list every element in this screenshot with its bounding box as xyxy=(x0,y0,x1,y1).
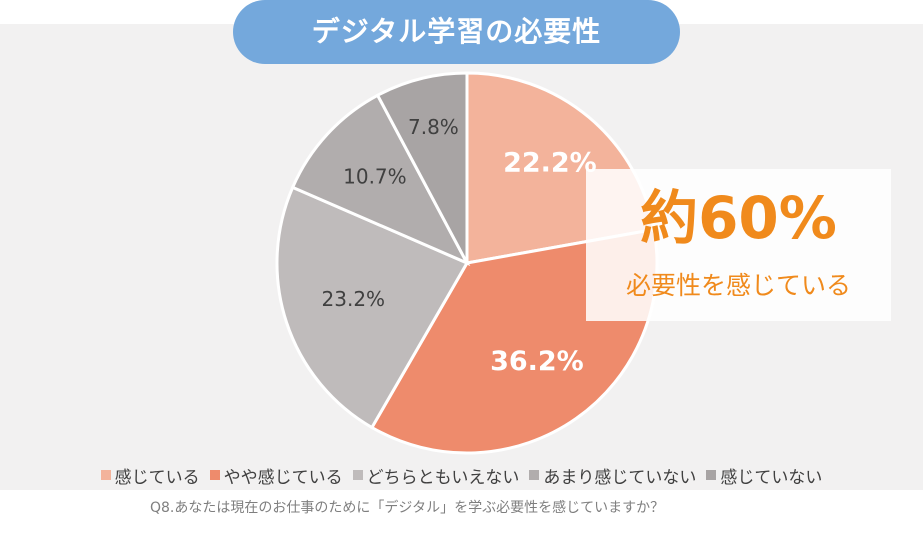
legend-item: やや感じている xyxy=(209,463,343,488)
legend-item: 感じていない xyxy=(706,463,822,488)
legend-label: やや感じている xyxy=(223,467,343,488)
legend-item: どちらともいえない xyxy=(352,463,520,488)
survey-question: Q8.あなたは現在のお仕事のために「デジタル」を学ぶ必要性を感じていますか？ xyxy=(150,500,665,516)
pie-data-label: 22.2% xyxy=(503,147,597,178)
legend-swatch xyxy=(352,470,363,480)
callout-subtext: 必要性を感じている xyxy=(625,271,851,300)
chart-legend: 感じている やや感じている どちらともいえない あまり感じていない 感じていない xyxy=(0,462,923,488)
legend-item: 感じている xyxy=(100,463,200,488)
pie-data-label: 10.7% xyxy=(343,164,407,188)
pie-data-label: 23.2% xyxy=(322,287,386,311)
pie-slice xyxy=(275,185,470,430)
pie-data-label: 36.2% xyxy=(490,346,584,377)
pie-slice xyxy=(375,71,469,264)
legend-swatch xyxy=(209,470,220,480)
chart-title: デジタル学習の必要性 xyxy=(233,0,680,64)
legend-item: あまり感じていない xyxy=(529,463,696,488)
callout-box: 約60% 必要性を感じている xyxy=(586,169,891,321)
pie-slice xyxy=(290,93,471,267)
legend-label: どちらともいえない xyxy=(366,467,520,488)
pie-data-label: 7.8% xyxy=(408,115,459,139)
legend-swatch xyxy=(706,470,717,480)
legend-swatch xyxy=(100,470,111,480)
legend-swatch xyxy=(529,470,540,480)
legend-label: あまり感じていない xyxy=(543,467,697,488)
legend-label: 感じている xyxy=(114,467,200,488)
legend-label: 感じていない xyxy=(720,467,823,488)
callout-headline: 約60% xyxy=(640,184,837,252)
